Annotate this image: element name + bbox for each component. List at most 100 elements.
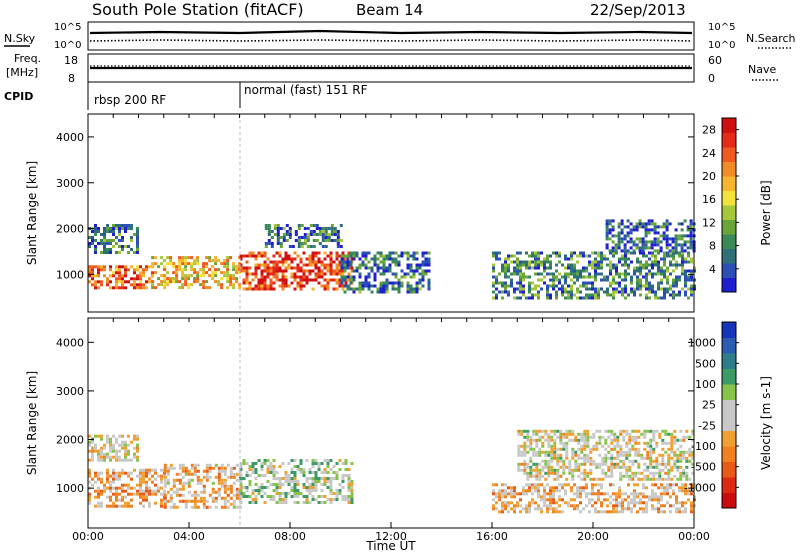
power-echo-cell — [492, 269, 495, 273]
power-echo-cell — [340, 257, 344, 261]
velocity-echo-cell — [526, 435, 530, 439]
velocity-echo-cell — [106, 468, 109, 472]
power-echo-cell — [109, 286, 112, 290]
velocity-echo-cell — [223, 481, 227, 485]
velocity-echo-cell — [612, 504, 615, 508]
power-echo-cell — [639, 287, 642, 291]
power-echo-cell — [196, 271, 200, 275]
velocity-echo-cell — [532, 447, 536, 451]
power-echo-cell — [270, 242, 274, 245]
power-echo-cell — [202, 271, 206, 275]
power-echo-cell — [617, 246, 621, 250]
power-echo-cell — [382, 290, 386, 294]
velocity-echo-cell — [607, 450, 611, 454]
power-colorbar-swatch — [722, 190, 736, 206]
power-echo-cell — [303, 233, 307, 236]
power-echo-cell — [112, 230, 115, 233]
power-echo-cell — [232, 286, 236, 290]
power-echo-cell — [594, 287, 597, 291]
velocity-echo-cell — [299, 492, 303, 495]
velocity-echo-cell — [88, 434, 91, 438]
power-echo-cell — [323, 278, 327, 282]
velocity-echo-cell — [217, 481, 221, 485]
power-echo-cell — [272, 269, 276, 273]
velocity-echo-cell — [88, 474, 91, 478]
power-echo-cell — [397, 284, 401, 288]
power-echo-cell — [528, 281, 531, 285]
velocity-echo-cell — [329, 492, 333, 495]
power-echo-cell — [103, 248, 106, 251]
velocity-echo-cell — [350, 486, 354, 489]
power-echo-cell — [281, 257, 285, 261]
velocity-echo-cell — [130, 458, 133, 462]
velocity-echo-cell — [235, 478, 239, 482]
velocity-echo-cell — [526, 477, 530, 481]
power-echo-cell — [326, 281, 330, 285]
velocity-echo-cell — [115, 455, 118, 459]
power-echo-cell — [680, 237, 684, 241]
velocity-echo-cell — [211, 481, 215, 485]
power-echo-cell — [427, 251, 431, 255]
power-echo-cell — [674, 228, 678, 232]
velocity-echo-cell — [535, 453, 539, 457]
power-echo-cell — [202, 265, 206, 269]
velocity-echo-cell — [329, 498, 333, 501]
power-echo-cell — [678, 251, 681, 255]
velocity-echo-cell — [604, 441, 608, 445]
velocity-echo-cell — [293, 486, 297, 489]
velocity-echo-cell — [88, 498, 91, 502]
power-echo-cell — [136, 277, 139, 281]
power-echo-cell — [606, 290, 609, 294]
velocity-echo-cell — [287, 474, 291, 477]
velocity-echo-cell — [97, 471, 100, 475]
velocity-echo-cell — [495, 483, 498, 487]
velocity-echo-cell — [269, 498, 273, 501]
velocity-echo-cell — [679, 456, 683, 460]
velocity-echo-cell — [130, 471, 133, 475]
power-echo-cell — [642, 284, 645, 288]
power-echo-cell — [689, 240, 693, 244]
velocity-echo-cell — [223, 505, 227, 509]
power-echo-cell — [275, 263, 279, 267]
power-echo-cell — [689, 237, 693, 241]
velocity-echo-cell — [97, 492, 100, 496]
power-echo-cell — [187, 274, 191, 278]
velocity-echo-cell — [278, 477, 282, 480]
power-echo-cell — [309, 233, 313, 236]
power-echo-cell — [680, 234, 684, 238]
velocity-echo-cell — [529, 474, 533, 478]
velocity-echo-cell — [538, 471, 542, 475]
velocity-echo-cell — [347, 480, 351, 483]
power-echo-cell — [142, 286, 145, 290]
power-echo-cell — [549, 296, 552, 300]
velocity-echo-cell — [139, 477, 142, 481]
power-echo-cell — [671, 240, 675, 244]
power-echo-cell — [683, 219, 687, 223]
velocity-echo-cell — [636, 501, 639, 505]
velocity-echo-cell — [293, 492, 297, 495]
velocity-echo-cell — [115, 440, 118, 444]
velocity-echo-cell — [523, 441, 527, 445]
velocity-echo-cell — [181, 487, 185, 491]
velocity-echo-cell — [664, 471, 668, 475]
power-echo-cell — [645, 275, 648, 279]
velocity-echo-cell — [344, 459, 348, 462]
power-echo-cell — [633, 293, 636, 297]
velocity-echo-cell — [314, 474, 318, 477]
power-echo-cell — [558, 272, 561, 276]
velocity-echo-cell — [532, 462, 536, 466]
power-echo-cell — [112, 271, 115, 275]
power-echo-cell — [184, 265, 188, 269]
velocity-echo-cell — [619, 474, 623, 478]
velocity-echo-cell — [541, 468, 545, 472]
power-echo-cell — [294, 230, 298, 233]
power-echo-cell — [406, 263, 410, 267]
power-echo-cell — [510, 284, 513, 288]
power-echo-cell — [415, 281, 419, 285]
power-echo-cell — [169, 280, 173, 284]
power-echo-cell — [663, 290, 666, 294]
power-echo-cell — [112, 233, 115, 236]
power-echo-cell — [196, 259, 200, 263]
velocity-echo-cell — [636, 483, 639, 487]
velocity-echo-cell — [592, 435, 596, 439]
